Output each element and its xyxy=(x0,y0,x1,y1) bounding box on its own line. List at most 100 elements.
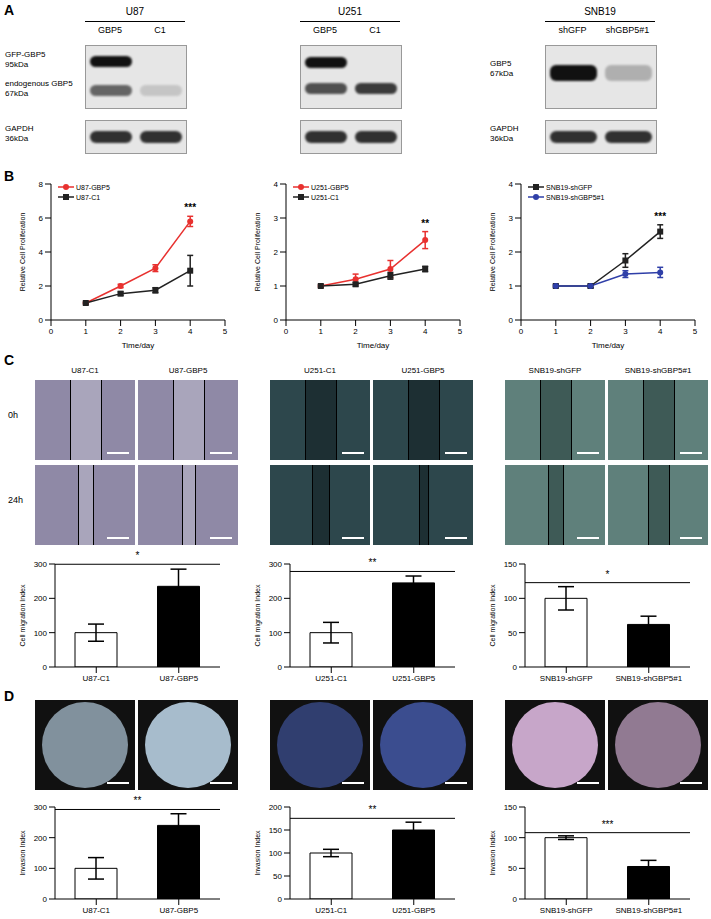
html-text:A: A xyxy=(4,2,15,18)
svg-text:0: 0 xyxy=(49,327,54,336)
svg-text:0: 0 xyxy=(513,663,518,672)
svg-text:3: 3 xyxy=(153,327,158,336)
svg-text:2: 2 xyxy=(588,327,593,336)
svg-text:4: 4 xyxy=(39,248,44,257)
html-text:C: C xyxy=(4,352,15,368)
svg-text:100: 100 xyxy=(504,834,518,843)
svg-text:50: 50 xyxy=(273,872,282,881)
svg-text:Relative Cell Proliferation: Relative Cell Proliferation xyxy=(489,213,496,292)
svg-text:3: 3 xyxy=(274,214,279,223)
html-text:B: B xyxy=(4,168,15,184)
svg-text:0: 0 xyxy=(513,895,518,904)
svg-text:1: 1 xyxy=(84,327,89,336)
html-text:SNB19: SNB19 xyxy=(584,6,616,17)
svg-text:**: ** xyxy=(369,557,377,568)
svg-text:2: 2 xyxy=(509,248,514,257)
svg-text:4: 4 xyxy=(423,327,428,336)
svg-text:200: 200 xyxy=(34,834,48,843)
svg-text:0: 0 xyxy=(39,316,44,325)
svg-text:4: 4 xyxy=(274,180,279,189)
svg-text:100: 100 xyxy=(269,629,283,638)
svg-text:Time/day: Time/day xyxy=(357,341,390,350)
svg-text:1: 1 xyxy=(319,327,324,336)
svg-text:U87-C1: U87-C1 xyxy=(82,674,110,683)
svg-text:200: 200 xyxy=(269,594,283,603)
svg-text:3: 3 xyxy=(388,327,393,336)
svg-text:SNB19-shGBP5#1: SNB19-shGBP5#1 xyxy=(615,674,682,683)
svg-text:***: *** xyxy=(602,819,614,830)
svg-text:150: 150 xyxy=(269,826,283,835)
svg-text:**: ** xyxy=(369,804,377,815)
svg-text:0: 0 xyxy=(519,327,524,336)
svg-text:**: ** xyxy=(134,795,142,806)
html-text:D: D xyxy=(4,688,15,704)
svg-text:3: 3 xyxy=(623,327,628,336)
svg-text:U251-C1: U251-C1 xyxy=(315,906,348,915)
svg-text:5: 5 xyxy=(693,327,698,336)
svg-text:8: 8 xyxy=(39,180,44,189)
svg-text:U251-C1: U251-C1 xyxy=(315,674,348,683)
svg-text:4: 4 xyxy=(658,327,663,336)
svg-text:0: 0 xyxy=(43,895,48,904)
svg-text:50: 50 xyxy=(508,864,517,873)
svg-text:SNB19-shGFP: SNB19-shGFP xyxy=(540,906,593,915)
svg-text:SNB19-shGFP: SNB19-shGFP xyxy=(540,674,593,683)
svg-text:1: 1 xyxy=(554,327,559,336)
svg-text:1: 1 xyxy=(509,282,514,291)
svg-text:U87-C1: U87-C1 xyxy=(82,906,110,915)
html-text:U251: U251 xyxy=(338,6,362,17)
svg-text:U251-GBP5: U251-GBP5 xyxy=(392,906,436,915)
svg-text:100: 100 xyxy=(34,864,48,873)
svg-text:*: * xyxy=(136,550,140,561)
svg-text:1: 1 xyxy=(274,282,279,291)
svg-text:Invasion Index: Invasion Index xyxy=(19,830,26,876)
html-text:U87: U87 xyxy=(125,6,145,17)
svg-text:150: 150 xyxy=(504,560,518,569)
svg-text:4: 4 xyxy=(188,327,193,336)
svg-text:0: 0 xyxy=(278,663,283,672)
svg-text:0: 0 xyxy=(43,663,48,672)
svg-text:0: 0 xyxy=(274,316,279,325)
svg-text:300: 300 xyxy=(269,560,283,569)
svg-text:4: 4 xyxy=(509,180,514,189)
svg-text:Cell migration Index: Cell migration Index xyxy=(19,584,27,646)
svg-text:100: 100 xyxy=(269,849,283,858)
svg-text:***: *** xyxy=(184,202,196,213)
svg-text:6: 6 xyxy=(39,214,44,223)
svg-text:Invasion Index: Invasion Index xyxy=(489,830,496,876)
svg-text:3: 3 xyxy=(509,214,514,223)
html-text:GBP5: GBP5 xyxy=(98,25,122,35)
svg-text:5: 5 xyxy=(458,327,463,336)
svg-text:300: 300 xyxy=(34,560,48,569)
svg-text:2: 2 xyxy=(118,327,123,336)
svg-text:Time/day: Time/day xyxy=(122,341,155,350)
html-text:C1: C1 xyxy=(154,25,166,35)
svg-text:2: 2 xyxy=(274,248,279,257)
svg-text:U87-GBP5: U87-GBP5 xyxy=(159,674,198,683)
svg-text:Invasion Index: Invasion Index xyxy=(254,830,261,876)
svg-text:0: 0 xyxy=(284,327,289,336)
svg-text:Relative Cell Proliferation: Relative Cell Proliferation xyxy=(254,213,261,292)
svg-text:300: 300 xyxy=(34,803,48,812)
svg-text:200: 200 xyxy=(269,803,283,812)
svg-text:*: * xyxy=(606,569,610,580)
svg-text:5: 5 xyxy=(223,327,228,336)
svg-text:**: ** xyxy=(421,218,429,229)
svg-text:Cell migration Index: Cell migration Index xyxy=(254,584,262,646)
svg-text:0: 0 xyxy=(509,316,514,325)
svg-text:U87-GBP5: U87-GBP5 xyxy=(159,906,198,915)
svg-text:Cell migration Index: Cell migration Index xyxy=(489,584,497,646)
svg-text:200: 200 xyxy=(34,594,48,603)
svg-text:2: 2 xyxy=(39,282,44,291)
svg-text:100: 100 xyxy=(504,594,518,603)
svg-text:2: 2 xyxy=(353,327,358,336)
svg-text:50: 50 xyxy=(508,629,517,638)
svg-text:***: *** xyxy=(654,211,666,222)
svg-text:150: 150 xyxy=(504,803,518,812)
svg-text:U251-GBP5: U251-GBP5 xyxy=(392,674,436,683)
svg-text:Relative Cell Proliferation: Relative Cell Proliferation xyxy=(19,213,26,292)
svg-text:100: 100 xyxy=(34,629,48,638)
svg-text:SNB19-shGBP5#1: SNB19-shGBP5#1 xyxy=(615,906,682,915)
svg-text:Time/day: Time/day xyxy=(592,341,625,350)
svg-text:0: 0 xyxy=(278,895,283,904)
